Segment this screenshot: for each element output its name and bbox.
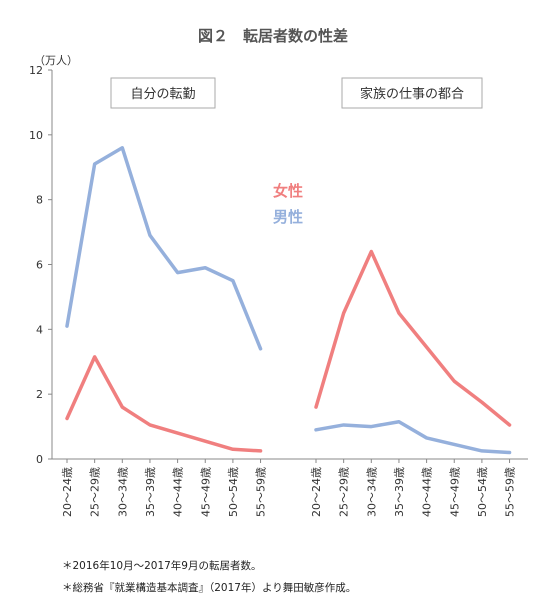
data-point xyxy=(148,234,152,237)
data-point xyxy=(425,436,428,440)
series-lines xyxy=(65,146,512,455)
data-point xyxy=(231,279,235,282)
data-point xyxy=(480,449,484,453)
data-point xyxy=(259,347,262,350)
data-point xyxy=(121,405,124,409)
series-line xyxy=(314,249,512,427)
x-tick-label: 30～34歳 xyxy=(365,467,378,517)
data-point xyxy=(65,324,69,328)
data-point xyxy=(508,451,511,454)
panel-label: 家族の仕事の都合 xyxy=(360,86,464,102)
data-point xyxy=(176,431,179,435)
legend-item: 女性 xyxy=(273,182,303,200)
series-line xyxy=(65,355,263,453)
panel-label-box xyxy=(110,77,216,109)
y-tick-label: 8 xyxy=(36,194,43,207)
data-point xyxy=(370,425,373,428)
data-point xyxy=(425,345,428,349)
data-point xyxy=(148,423,152,427)
data-point xyxy=(65,417,69,420)
data-point xyxy=(342,311,345,315)
x-tick-label: 45～49歳 xyxy=(448,467,461,517)
x-tick-label: 35～39歳 xyxy=(144,467,157,517)
data-point xyxy=(231,448,235,451)
x-tick-labels: 20～24歳 25～29歳 30～34歳 35～39歳 40～44歳 45～49歳 50～5… xyxy=(61,459,517,517)
x-tick-label: 40～44歳 xyxy=(421,467,434,517)
y-tick-label: 2 xyxy=(36,388,43,401)
legend-item: 男性 xyxy=(273,208,303,226)
y-tick-label: 12 xyxy=(29,64,43,77)
data-point xyxy=(93,355,96,359)
x-tick-label: 50～54歳 xyxy=(476,467,489,517)
data-point xyxy=(342,423,345,427)
x-tick-label: 20～24歳 xyxy=(61,467,74,517)
data-point xyxy=(121,146,124,149)
y-tick-label: 4 xyxy=(36,323,43,336)
x-tick-label: 50～54歳 xyxy=(227,467,240,517)
data-point xyxy=(204,266,207,269)
data-point xyxy=(93,162,96,166)
data-point xyxy=(453,380,456,383)
x-tick-label: 25～29歳 xyxy=(89,467,102,517)
data-point xyxy=(370,250,373,253)
y-tick-label: 10 xyxy=(29,129,43,142)
x-tick-label: 20～24歳 xyxy=(310,467,323,517)
x-tick-label: 45～49歳 xyxy=(199,467,212,517)
panel-label: 自分の転勤 xyxy=(130,87,195,102)
x-tick-label: 25～29歳 xyxy=(338,467,351,517)
x-tick-label: 35～39歳 xyxy=(393,467,406,517)
footnote-1: ＊2016年10月～2017年9月の転居者数。 xyxy=(62,560,262,572)
x-tick-label: 30～34歳 xyxy=(116,467,129,517)
series-line xyxy=(65,146,263,351)
x-tick-label: 40～44歳 xyxy=(172,467,185,517)
panel-label-box xyxy=(341,77,483,109)
data-point xyxy=(397,311,401,315)
data-point xyxy=(176,271,179,274)
data-point xyxy=(314,405,318,409)
data-point xyxy=(397,420,401,423)
y-tick-label: 6 xyxy=(36,259,43,272)
data-point xyxy=(259,449,262,453)
data-point xyxy=(204,439,207,443)
data-point xyxy=(508,423,511,427)
series-line xyxy=(314,419,512,455)
axes: 0 2 4 6 8 10 12 xyxy=(29,64,528,466)
footnote-2: ＊総務省『就業構造基本調査』（2017年）より舞田敏彦作成。 xyxy=(62,582,357,594)
data-point xyxy=(480,401,484,404)
data-point xyxy=(453,443,456,446)
y-tick-label: 0 xyxy=(36,453,43,466)
panel-labels: 自分の転勤 家族の仕事の都合 xyxy=(110,77,483,109)
unit-label: （万人） xyxy=(34,54,78,67)
x-tick-label: 55～59歳 xyxy=(255,467,268,517)
data-point xyxy=(314,428,318,432)
x-tick-label: 55～59歳 xyxy=(504,467,517,517)
chart-title: 図２ 転居者数の性差 xyxy=(198,27,348,45)
